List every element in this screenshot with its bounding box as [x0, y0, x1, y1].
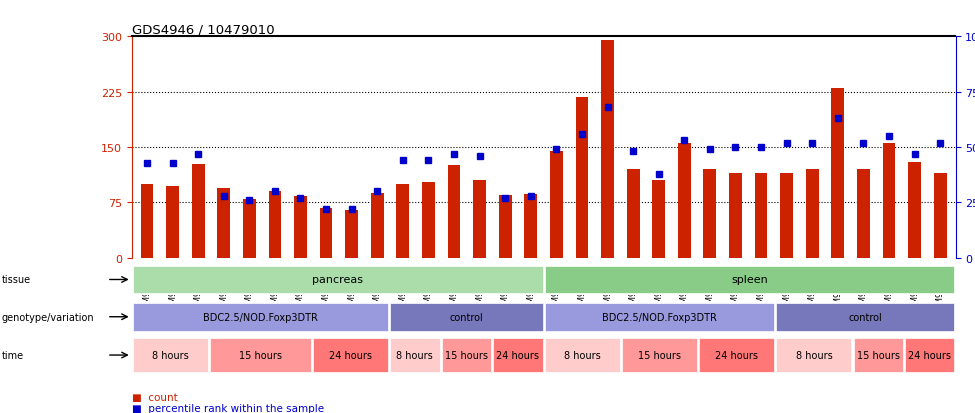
Bar — [545, 266, 955, 294]
Bar — [545, 339, 620, 372]
Bar — [133, 266, 542, 294]
Bar — [622, 339, 697, 372]
Text: BDC2.5/NOD.Foxp3DTR: BDC2.5/NOD.Foxp3DTR — [203, 312, 318, 322]
Text: control: control — [848, 312, 882, 322]
Bar — [627, 170, 640, 258]
Bar — [397, 185, 410, 258]
Bar — [776, 339, 851, 372]
Text: control: control — [449, 312, 484, 322]
Bar — [905, 339, 955, 372]
Bar — [320, 208, 332, 258]
Text: 24 hours: 24 hours — [329, 350, 372, 360]
Bar — [345, 210, 358, 258]
Bar — [448, 166, 460, 258]
Text: 15 hours: 15 hours — [638, 350, 681, 360]
Bar — [133, 303, 388, 331]
Text: GDS4946 / 10479010: GDS4946 / 10479010 — [132, 23, 274, 36]
Text: 8 hours: 8 hours — [152, 350, 188, 360]
Bar — [370, 193, 383, 258]
Bar — [390, 339, 440, 372]
Bar — [166, 187, 179, 258]
Bar — [210, 339, 311, 372]
Text: 8 hours: 8 hours — [796, 350, 833, 360]
Bar — [442, 339, 491, 372]
Bar — [243, 199, 255, 258]
Bar — [699, 339, 774, 372]
Bar — [390, 303, 542, 331]
Bar — [545, 303, 774, 331]
Text: 8 hours: 8 hours — [397, 350, 433, 360]
Text: ■  percentile rank within the sample: ■ percentile rank within the sample — [132, 403, 324, 413]
Text: 8 hours: 8 hours — [564, 350, 601, 360]
Bar — [853, 339, 903, 372]
Text: 15 hours: 15 hours — [857, 350, 900, 360]
Bar — [493, 339, 542, 372]
Bar — [832, 89, 844, 258]
Bar — [422, 183, 435, 258]
Bar — [704, 170, 717, 258]
Bar — [575, 97, 588, 258]
Bar — [313, 339, 388, 372]
Bar — [473, 181, 486, 258]
Bar — [294, 197, 307, 258]
Bar — [499, 195, 512, 258]
Bar — [882, 144, 895, 258]
Text: BDC2.5/NOD.Foxp3DTR: BDC2.5/NOD.Foxp3DTR — [602, 312, 717, 322]
Bar — [652, 181, 665, 258]
Bar — [776, 303, 955, 331]
Text: pancreas: pancreas — [312, 275, 363, 285]
Text: 15 hours: 15 hours — [239, 350, 282, 360]
Bar — [550, 151, 563, 258]
Bar — [140, 185, 153, 258]
Text: time: time — [2, 350, 24, 360]
Bar — [805, 170, 819, 258]
Bar — [133, 339, 208, 372]
Text: 15 hours: 15 hours — [445, 350, 488, 360]
Bar — [780, 173, 793, 258]
Text: tissue: tissue — [2, 275, 31, 285]
Text: spleen: spleen — [731, 275, 768, 285]
Text: genotype/variation: genotype/variation — [2, 312, 95, 322]
Text: 24 hours: 24 hours — [496, 350, 539, 360]
Bar — [268, 192, 282, 258]
Bar — [525, 194, 537, 258]
Text: ■  count: ■ count — [132, 392, 177, 402]
Bar — [729, 173, 742, 258]
Bar — [217, 189, 230, 258]
Bar — [934, 173, 947, 258]
Bar — [755, 173, 767, 258]
Bar — [602, 41, 614, 258]
Text: 24 hours: 24 hours — [909, 350, 952, 360]
Text: 24 hours: 24 hours — [715, 350, 759, 360]
Bar — [908, 162, 921, 258]
Bar — [678, 144, 690, 258]
Bar — [857, 170, 870, 258]
Bar — [192, 165, 205, 258]
